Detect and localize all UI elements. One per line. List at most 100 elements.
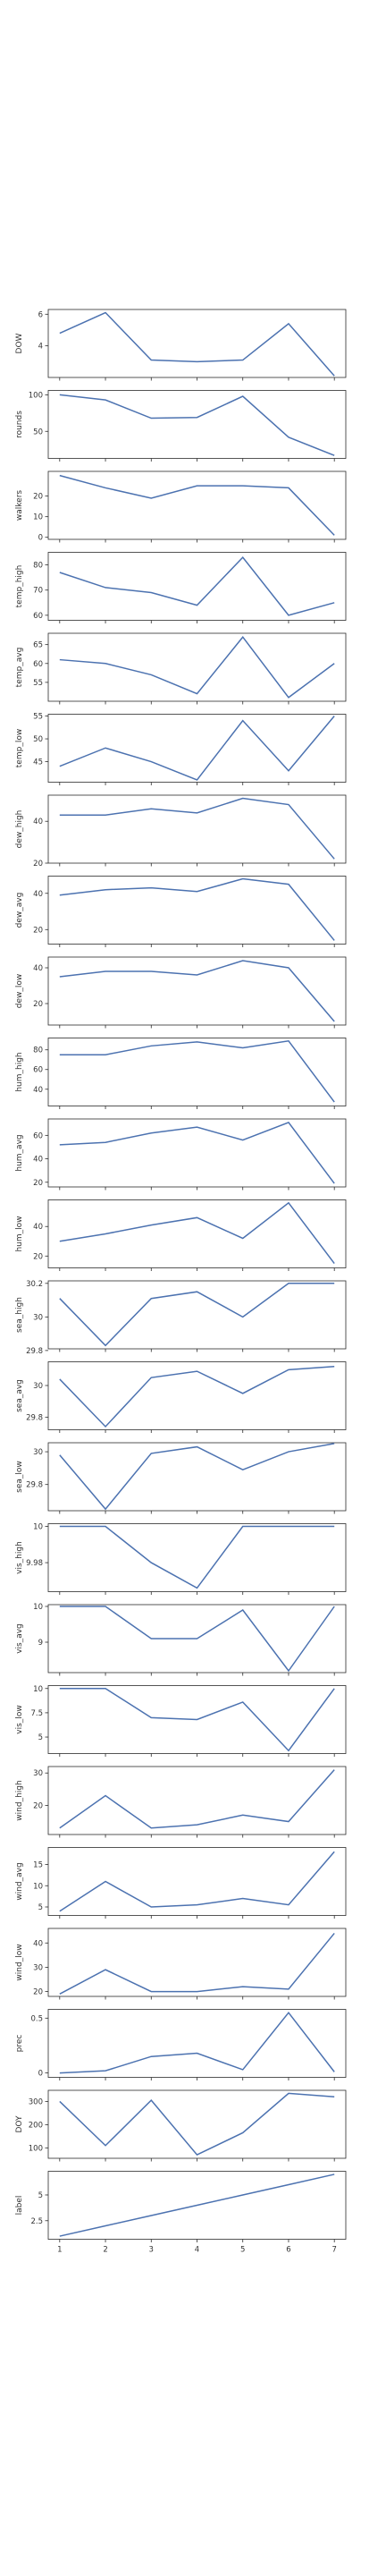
subplot-vis_avg: 9 10 vis_avg [15, 1603, 347, 1676]
y-axis-label: vis_low [15, 1705, 24, 1733]
axes-frame [47, 632, 347, 702]
y-tick-label: 55 [33, 713, 43, 722]
y-axis-label: DOW [15, 333, 24, 353]
y-tick-label: 20 [33, 1252, 43, 1261]
y-tick-label: 30 [33, 1769, 43, 1778]
y-tick-label: 40 [33, 964, 43, 973]
y-axis-label: sea_high [15, 1297, 24, 1333]
axes-frame [47, 552, 347, 621]
x-tick-label: 6 [286, 2246, 290, 2255]
series-line-label [59, 2174, 335, 2237]
y-tick-label: 29.8 [26, 1481, 43, 1490]
series-line-sea_high [59, 1283, 335, 1347]
series-line-temp_high [59, 555, 335, 616]
axes-frame [47, 794, 347, 864]
subplot-label: 1 2 3 4 5 6 7 2.5 5 label [15, 2171, 347, 2255]
axes-frame [47, 876, 347, 945]
y-tick-label: 5 [38, 1733, 43, 1742]
y-axis-label: temp_low [15, 729, 24, 767]
y-axis-label: DOY [15, 2115, 24, 2133]
series-line-wind_high [59, 1769, 335, 1829]
subplot-wind_low: 20 30 40 wind_low [15, 1928, 347, 2000]
series-line-dew_high [59, 797, 335, 860]
series-line-hum_high [59, 1039, 335, 1103]
y-tick-label: 60 [33, 660, 43, 669]
y-tick-label: 20 [33, 860, 43, 869]
series-line-hum_low [59, 1201, 335, 1264]
series-line-rounds [59, 394, 335, 456]
y-tick-label: 7.5 [30, 1709, 43, 1718]
series-line-temp_low [59, 716, 335, 781]
y-tick-label: 4 [38, 343, 43, 352]
y-tick-label: 70 [33, 587, 43, 596]
series-line-wind_low [59, 1932, 335, 1995]
axes-frame [47, 1928, 347, 1997]
y-tick-label: 2.5 [30, 2217, 43, 2226]
y-axis-label: hum_avg [15, 1134, 24, 1171]
subplot-DOW: 4 6 DOW [15, 309, 347, 381]
y-tick-label: 50 [33, 428, 43, 436]
subplot-sea_low: 29.8 30 sea_low [15, 1442, 347, 1514]
y-tick-label: 50 [33, 735, 43, 744]
y-axis-label: dew_high [15, 810, 24, 849]
y-axis-label: wind_high [15, 1780, 24, 1820]
y-tick-label: 40 [33, 1156, 43, 1165]
y-axis-label: hum_low [15, 1216, 24, 1251]
series-line-dew_low [59, 960, 335, 1022]
y-tick-label: 29.8 [26, 1413, 43, 1422]
x-tick-label: 4 [195, 2246, 199, 2255]
subplot-sea_avg: 29.8 30 sea_avg [15, 1361, 347, 1433]
axes-frame [47, 309, 347, 378]
subplot-temp_low: 45 50 55 temp_low [15, 713, 347, 785]
y-tick-label: 20 [33, 1179, 43, 1188]
series-line-hum_avg [59, 1122, 335, 1184]
y-tick-label: 5 [38, 1903, 43, 1912]
y-axis-label: label [15, 2196, 24, 2216]
y-tick-label: 40 [33, 1223, 43, 1232]
y-tick-label: 65 [33, 641, 43, 650]
y-tick-label: 0.5 [30, 2014, 43, 2023]
y-tick-label: 20 [33, 1801, 43, 1810]
subplot-dew_high: 20 40 dew_high [15, 794, 347, 869]
y-tick-label: 100 [29, 2144, 43, 2153]
axes-frame [47, 1038, 347, 1106]
y-tick-label: 15 [33, 1861, 43, 1870]
y-tick-label: 30 [33, 1382, 43, 1391]
series-line-sea_low [59, 1443, 335, 1511]
y-tick-label: 0 [38, 534, 43, 543]
y-axis-label: temp_high [15, 565, 24, 608]
subplot-DOY: 100 200 300 DOY [15, 2089, 347, 2162]
series-line-DOW [59, 311, 335, 377]
y-tick-label: 40 [33, 1086, 43, 1095]
y-tick-label: 20 [33, 1000, 43, 1009]
subplot-temp_avg: 55 60 65 temp_avg [15, 632, 347, 705]
y-tick-label: 300 [29, 2097, 43, 2106]
subplot-hum_high: 40 60 80 hum_high [15, 1038, 347, 1109]
y-tick-label: 60 [33, 1131, 43, 1140]
y-tick-label: 10 [33, 1603, 43, 1612]
y-tick-label: 80 [33, 1046, 43, 1055]
subplot-dew_low: 20 40 dew_low [15, 956, 347, 1029]
y-tick-label: 40 [33, 1939, 43, 1948]
axes-frame [47, 1199, 347, 1268]
subplot-hum_avg: 20 40 60 hum_avg [15, 1118, 347, 1191]
subplot-hum_low: 20 40 hum_low [15, 1199, 347, 1271]
y-tick-label: 9.98 [26, 1559, 43, 1568]
y-tick-label: 60 [33, 1066, 43, 1075]
series-line-walkers [59, 474, 335, 536]
y-tick-label: 60 [33, 612, 43, 621]
y-tick-label: 80 [33, 562, 43, 571]
series-line-vis_high [59, 1525, 335, 1589]
y-tick-label: 20 [33, 926, 43, 935]
axes-frame [47, 2009, 347, 2078]
y-tick-label: 10 [33, 1685, 43, 1694]
series-line-DOY [59, 2092, 335, 2157]
series-line-sea_avg [59, 1366, 335, 1428]
y-tick-label: 40 [33, 818, 43, 826]
axes-frame [47, 956, 347, 1026]
axes-frame [47, 1523, 347, 1592]
y-tick-label: 10 [33, 513, 43, 522]
y-tick-label: 100 [29, 391, 43, 400]
subplot-vis_low: 5 7.5 10 vis_low [15, 1685, 347, 1757]
y-tick-label: 200 [29, 2121, 43, 2130]
